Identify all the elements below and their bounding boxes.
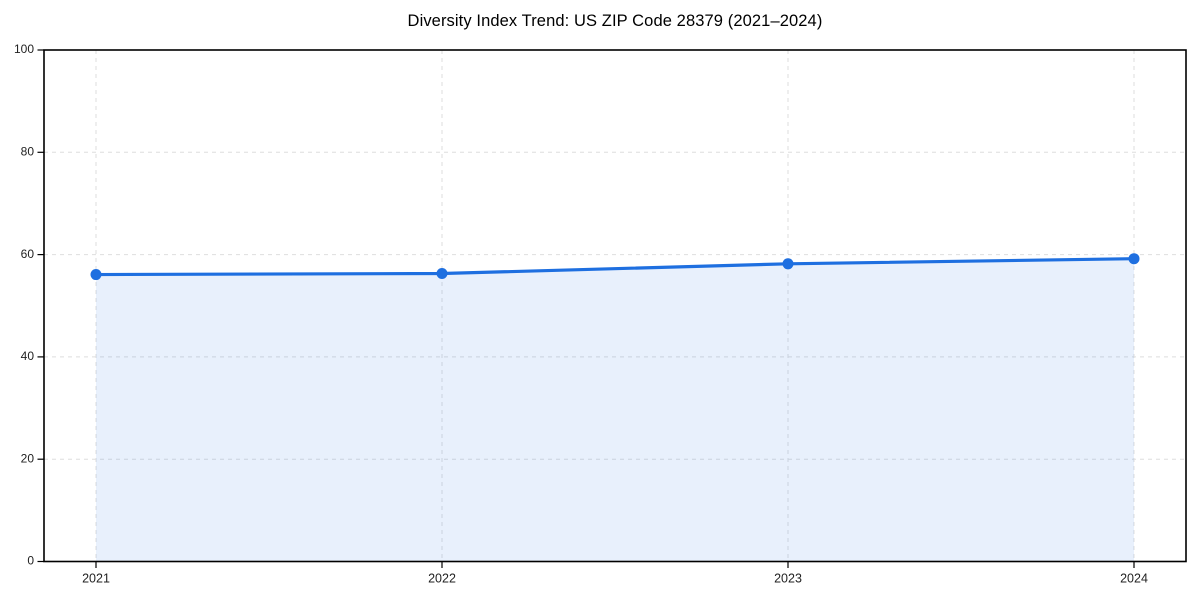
data-point-2024	[1128, 253, 1140, 265]
trend-line	[94, 257, 1136, 277]
x-axis-tick-label: 2024	[1120, 572, 1148, 586]
data-point-2023	[782, 258, 794, 270]
y-axis-tick-label: 80	[21, 144, 35, 158]
plot-border	[43, 49, 1187, 563]
data-point-2021	[90, 269, 102, 281]
data-point-2022	[436, 268, 448, 280]
x-axis-tick-label: 2021	[82, 572, 110, 586]
chart-title: Diversity Index Trend: US ZIP Code 28379…	[407, 12, 823, 30]
area-fill	[96, 258, 1134, 562]
x-axis-tick-label: 2022	[428, 572, 456, 586]
y-axis-tick-label: 0	[27, 554, 34, 568]
x-axis-tick-label: 2023	[774, 572, 802, 586]
y-axis-tick-label: 20	[21, 451, 35, 465]
y-axis-tick-label: 40	[21, 349, 35, 363]
y-axis-tick-label: 60	[21, 247, 35, 261]
y-axis-tick-label: 100	[14, 42, 34, 56]
